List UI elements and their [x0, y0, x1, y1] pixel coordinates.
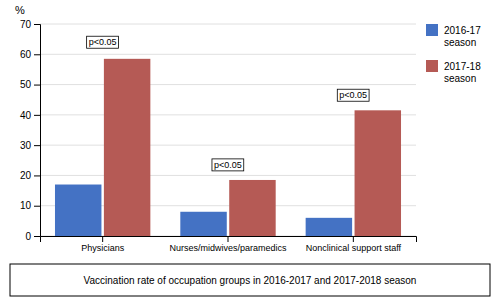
annotation: p<0.05: [212, 159, 244, 171]
x-tick: Nonclinical support staff: [306, 236, 402, 253]
y-tick: 70: [20, 19, 40, 30]
grid-line: [40, 24, 416, 25]
bar-series: [104, 59, 401, 236]
x-tick-mark: [228, 236, 229, 242]
annotation-text: p<0.05: [339, 90, 367, 100]
y-axis-label: %: [15, 4, 25, 16]
y-axis-line: [34, 25, 41, 237]
legend-label: 2016-17season: [444, 25, 481, 48]
grid: [40, 24, 416, 236]
annotation-box: [87, 36, 119, 48]
y-tick: 50: [20, 79, 40, 90]
annotation-text: p<0.05: [214, 160, 242, 170]
x-tick-label: Nurses/midwives/paramedics: [169, 243, 287, 253]
x-axis: Physicians Nurses/midwives/paramedics Nonc…: [41, 236, 417, 253]
y-tick-label: 60: [20, 49, 32, 60]
annotations: p<0.05 p<0.05 p<0.05: [87, 36, 369, 171]
y-tick-mark: [34, 145, 40, 146]
y-tick: 0: [25, 231, 40, 242]
plot: 0 10 20 30 40 50 60 70 Physicians Nurses/midwives…: [20, 19, 417, 254]
y-tick-label: 20: [20, 170, 32, 181]
y-tick: 10: [20, 200, 40, 211]
annotation: p<0.05: [337, 89, 369, 101]
bar: [355, 110, 401, 236]
y-tick: 40: [20, 110, 40, 121]
y-tick-mark: [34, 206, 40, 207]
y-tick-mark: [34, 175, 40, 176]
y-tick-mark: [34, 236, 40, 237]
legend-swatch: [426, 24, 438, 36]
annotation: p<0.05: [87, 36, 119, 48]
x-tick: Physicians: [81, 236, 125, 253]
x-tick-mark: [353, 236, 354, 242]
annotation-box: [212, 159, 244, 171]
x-tick-label: Nonclinical support staff: [306, 243, 402, 253]
grid-line: [40, 54, 416, 55]
legend: 2016-17season 2017-18season: [426, 24, 481, 84]
y-tick-label: 70: [20, 19, 32, 30]
annotation-text: p<0.05: [89, 37, 117, 47]
bar: [55, 185, 101, 236]
caption: Vaccination rate of occupation groups in…: [10, 264, 490, 296]
legend-item: 2017-18season: [426, 60, 481, 84]
y-tick-label: 10: [20, 200, 32, 211]
y-tick: 60: [20, 49, 40, 60]
caption-box: [10, 264, 490, 296]
bar-series: [55, 185, 352, 236]
x-tick-mark: [102, 236, 103, 242]
annotation-box: [337, 89, 369, 101]
y-tick-mark: [34, 24, 40, 25]
x-tick: Nurses/midwives/paramedics: [169, 236, 287, 253]
legend-label: 2017-18season: [444, 61, 481, 84]
bar: [104, 59, 150, 236]
y-tick-label: 40: [20, 110, 32, 121]
bar: [306, 218, 352, 236]
x-axis-line: [41, 237, 417, 243]
y-tick: 30: [20, 140, 40, 151]
chart: 0 10 20 30 40 50 60 70 Physicians Nurses/midwives…: [0, 0, 500, 304]
y-tick: 20: [20, 170, 40, 181]
legend-swatch: [426, 60, 438, 72]
y-tick-mark: [34, 54, 40, 55]
y-tick-mark: [34, 85, 40, 86]
bars: [55, 59, 401, 236]
legend-item: 2016-17season: [426, 24, 481, 48]
x-tick-label: Physicians: [81, 243, 125, 253]
caption-text: Vaccination rate of occupation groups in…: [84, 275, 417, 286]
bar: [180, 212, 226, 236]
y-tick-label: 0: [25, 231, 31, 242]
y-axis: 0 10 20 30 40 50 60 70: [20, 19, 41, 242]
y-tick-mark: [34, 115, 40, 116]
y-tick-label: 50: [20, 79, 32, 90]
bar: [229, 180, 275, 236]
y-tick-label: 30: [20, 140, 32, 151]
grid-line: [40, 84, 416, 85]
